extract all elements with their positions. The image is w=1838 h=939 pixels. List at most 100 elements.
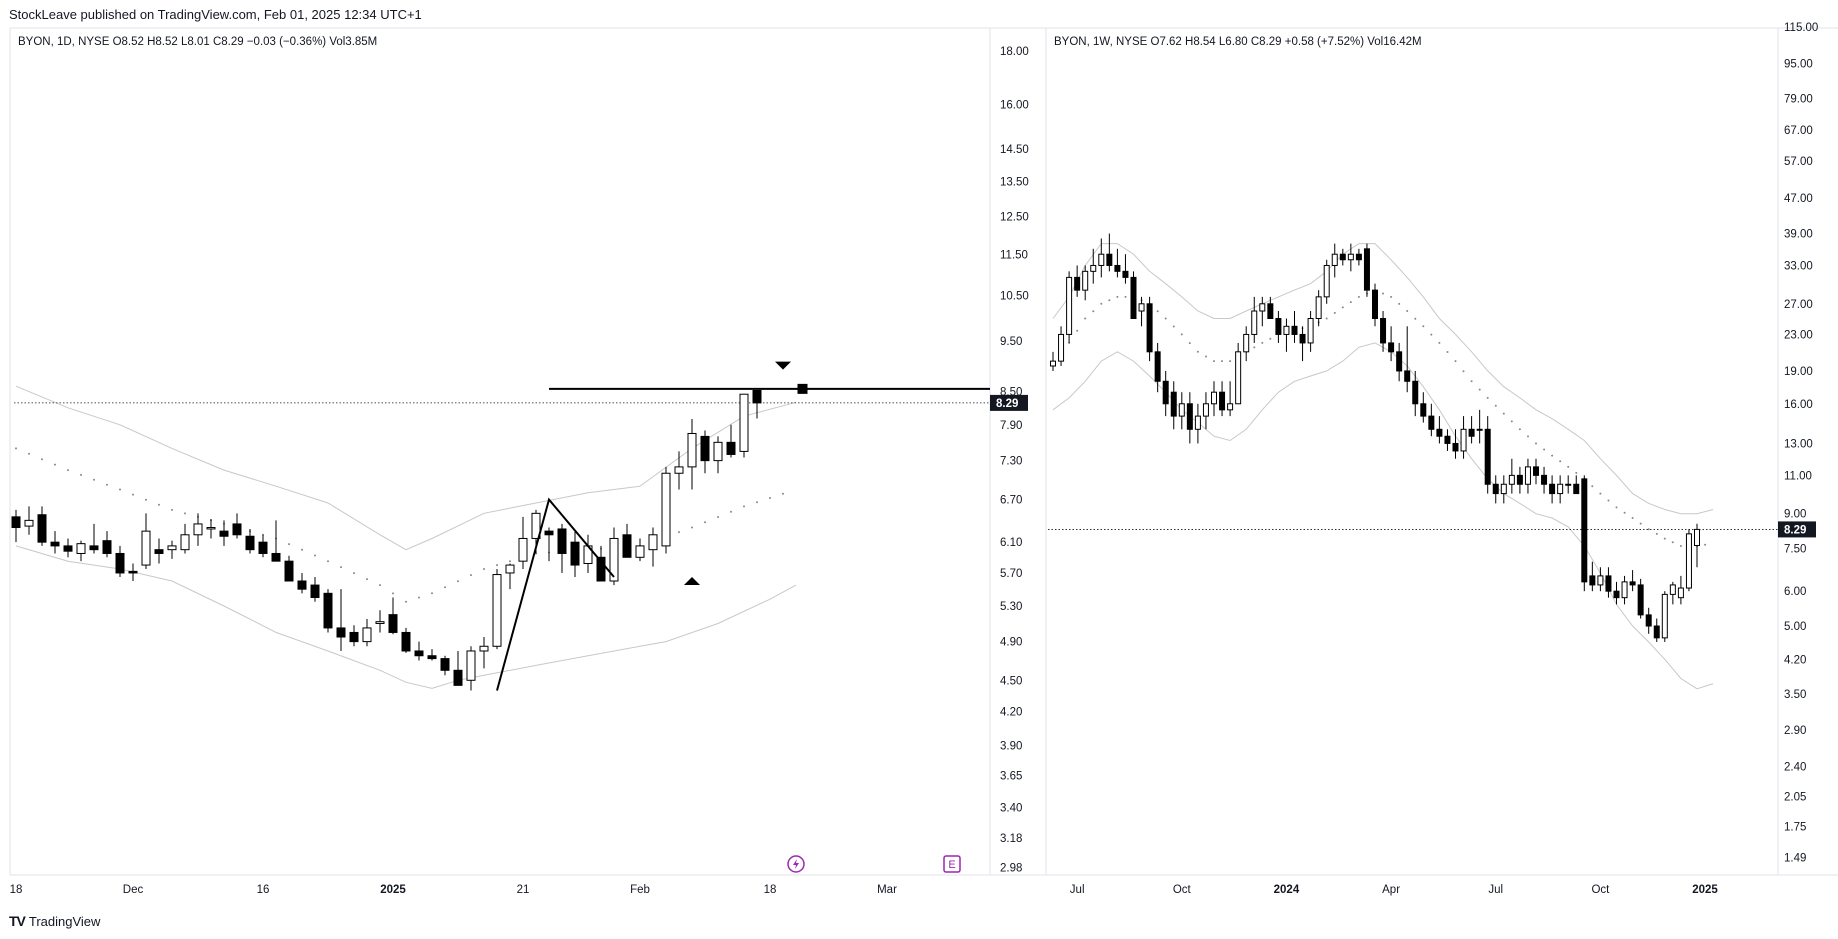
- middle-band-dot: [1551, 454, 1554, 457]
- middle-band-dot: [1502, 412, 1505, 415]
- middle-band-dot: [340, 566, 342, 569]
- time-tick-label: Mar: [877, 884, 897, 896]
- candle-down: [1130, 276, 1137, 320]
- price-tick-label: 79.00: [1784, 94, 1813, 106]
- middle-band-dot: [1398, 302, 1401, 305]
- candle-down: [1428, 415, 1435, 430]
- price-tick-label: 18.00: [1000, 46, 1029, 58]
- middle-band-dot: [496, 564, 498, 567]
- candle-up: [206, 527, 216, 530]
- middle-band-dot: [1470, 380, 1473, 383]
- price-tick-label: 95.00: [1784, 58, 1813, 70]
- price-tick-label: 5.70: [1000, 568, 1022, 580]
- candle-down: [1581, 478, 1588, 583]
- middle-band-dot: [1454, 360, 1457, 363]
- middle-band-dot: [301, 548, 303, 551]
- candle-up: [167, 545, 177, 551]
- time-tick-label: Oct: [1173, 884, 1192, 896]
- price-tick-label: 2.90: [1784, 725, 1806, 737]
- weekly-chart-panel[interactable]: BYON, 1W, NYSE O7.62 H8.54 L6.80 C8.29 +…: [1048, 22, 1818, 896]
- candle-down: [1533, 466, 1539, 476]
- middle-band-dot: [1510, 420, 1513, 423]
- price-tick-label: 27.00: [1784, 299, 1813, 311]
- middle-band-dot: [184, 512, 186, 515]
- candle-up: [492, 574, 502, 647]
- candle-down: [284, 560, 294, 582]
- candle-down: [726, 441, 736, 455]
- price-tick-label: 9.50: [1000, 336, 1022, 348]
- price-tick-label: 14.50: [1000, 144, 1029, 156]
- price-tick-label: 9.00: [1784, 509, 1806, 521]
- middle-band-dot: [1341, 306, 1344, 309]
- candle-down: [453, 669, 463, 686]
- candle-down: [310, 584, 320, 599]
- candle-down: [1629, 581, 1636, 586]
- middle-band-dot: [782, 492, 784, 495]
- candle-down: [1613, 590, 1620, 599]
- middle-band-dot: [1527, 435, 1529, 438]
- candle-down: [440, 658, 450, 671]
- candle-down: [1275, 318, 1282, 335]
- middle-band-dot: [1679, 545, 1682, 547]
- footer-brand[interactable]: TV TradingView: [9, 913, 100, 929]
- time-tick-label: Feb: [630, 884, 650, 896]
- candle-down: [219, 530, 229, 537]
- price-tick-label: 1.49: [1784, 852, 1806, 864]
- candle-up: [1460, 428, 1467, 452]
- candle-up: [76, 543, 86, 554]
- middle-band-dot: [1261, 341, 1264, 344]
- candle-up: [661, 472, 671, 547]
- price-tick-label: 5.30: [1000, 601, 1022, 613]
- earnings-icon: [943, 855, 961, 873]
- candle-up: [1202, 403, 1209, 417]
- price-tick-label: 47.00: [1784, 193, 1813, 205]
- last-price-label: 8.29: [1784, 524, 1806, 536]
- middle-band-dot: [41, 458, 43, 461]
- middle-band-dot: [1357, 295, 1360, 298]
- middle-band-dot: [678, 531, 680, 534]
- middle-band-dot: [1229, 360, 1232, 363]
- candle-down: [271, 552, 281, 562]
- middle-band-dot: [704, 521, 706, 524]
- candle-down: [1122, 270, 1129, 278]
- daily-chart-panel[interactable]: BYON, 1D, NYSE O8.52 H8.52 L8.01 C8.29 −…: [10, 36, 1029, 896]
- middle-band-dot: [314, 554, 316, 557]
- middle-band-dot: [288, 543, 290, 546]
- candle-down: [1074, 276, 1081, 291]
- price-tick-label: 19.00: [1784, 366, 1813, 378]
- middle-band-dot: [1406, 310, 1409, 312]
- candle-down: [336, 627, 346, 638]
- middle-band-dot: [353, 572, 355, 575]
- candle-up: [648, 534, 658, 551]
- middle-band-dot: [171, 508, 173, 511]
- time-tick-label: Oct: [1591, 884, 1610, 896]
- middle-band-dot: [509, 560, 511, 563]
- middle-band-dot: [1599, 492, 1602, 495]
- candle-up: [635, 545, 645, 558]
- middle-band-dot: [1591, 485, 1594, 488]
- candle-down: [1412, 380, 1419, 405]
- price-tick-label: 57.00: [1784, 156, 1813, 168]
- candle-down: [1339, 253, 1346, 261]
- candle-down: [1404, 370, 1411, 382]
- middle-band-dot: [769, 497, 771, 499]
- candle-up: [1476, 428, 1483, 431]
- price-tick-label: 39.00: [1784, 229, 1813, 241]
- marker-square: [797, 383, 808, 394]
- time-tick-label: Dec: [123, 884, 144, 896]
- candle-down: [1637, 584, 1644, 616]
- time-tick-label: Jul: [1070, 884, 1085, 896]
- middle-band-dot: [431, 592, 433, 595]
- upper-band-line: [1052, 243, 1714, 515]
- candle-up: [141, 530, 151, 566]
- candle-down: [37, 514, 47, 543]
- price-tick-label: 11.50: [1000, 249, 1028, 261]
- time-tick-label: 18: [764, 884, 777, 896]
- middle-band-dot: [418, 596, 420, 599]
- price-tick-label: 23.00: [1784, 329, 1813, 341]
- price-tick-label: 16.00: [1000, 99, 1029, 111]
- middle-band-dot: [15, 447, 17, 450]
- candle-down: [1299, 333, 1306, 344]
- middle-band-dot: [145, 498, 147, 501]
- candle-up: [1259, 303, 1266, 312]
